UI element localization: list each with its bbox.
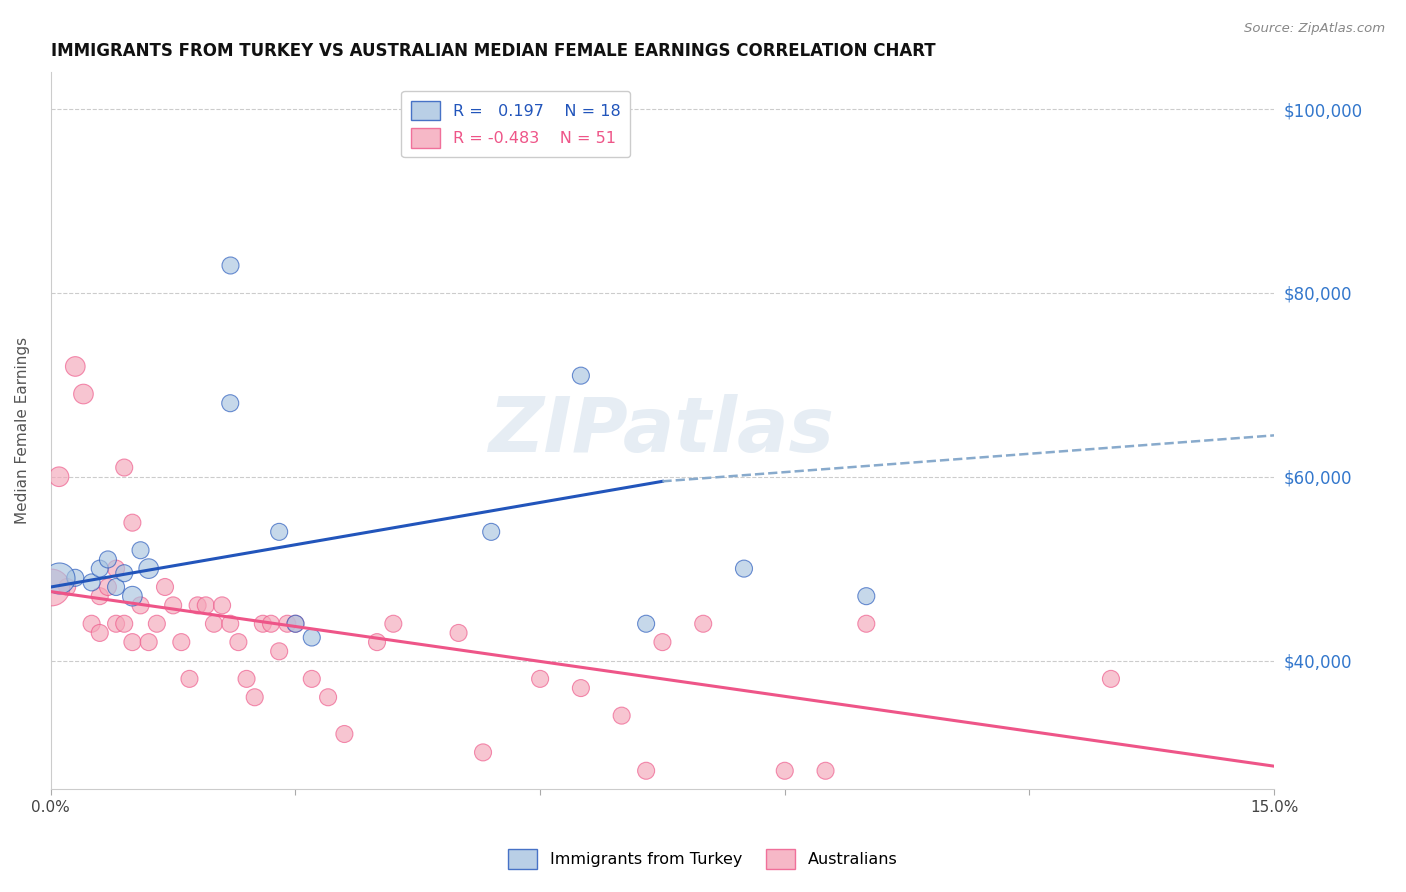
Point (121, 516, 143, 530)
Legend: Immigrants from Turkey, Australians: Immigrants from Turkey, Australians (502, 843, 904, 875)
Point (855, 616, 877, 631)
Point (284, 616, 307, 631)
Point (146, 616, 169, 631)
Point (316, 690, 339, 705)
Point (112, 616, 135, 631)
Point (80, 616, 103, 631)
Point (260, 616, 283, 631)
Point (129, 599, 152, 613)
Point (284, 616, 307, 631)
Point (569, 681, 592, 695)
Point (194, 599, 217, 613)
Point (80, 575, 103, 590)
Point (105, 580, 128, 594)
Point (252, 616, 274, 631)
Point (179, 672, 201, 686)
Point (170, 635, 193, 649)
Point (162, 599, 184, 613)
Point (219, 259, 242, 273)
Point (733, 561, 755, 575)
Point (636, 764, 658, 778)
Text: IMMIGRANTS FROM TURKEY VS AUSTRALIAN MEDIAN FEMALE EARNINGS CORRELATION CHART: IMMIGRANTS FROM TURKEY VS AUSTRALIAN MED… (51, 42, 935, 60)
Point (301, 672, 323, 686)
Point (202, 616, 225, 631)
Point (228, 635, 250, 649)
Point (529, 672, 551, 686)
Point (97, 552, 120, 566)
Point (112, 460, 135, 475)
Point (610, 708, 633, 723)
Point (636, 616, 658, 631)
Point (153, 580, 176, 594)
Point (243, 690, 266, 705)
Point (366, 635, 388, 649)
Point (269, 524, 291, 539)
Point (105, 616, 128, 631)
Point (48, 469, 70, 483)
Point (479, 524, 502, 539)
Point (211, 599, 233, 613)
Point (219, 396, 242, 410)
Point (569, 368, 592, 383)
Point (692, 616, 714, 631)
Point (121, 589, 143, 603)
Point (651, 635, 673, 649)
Point (138, 635, 160, 649)
Point (105, 561, 128, 575)
Y-axis label: Median Female Earnings: Median Female Earnings (15, 337, 30, 524)
Point (219, 616, 242, 631)
Point (56, 580, 79, 594)
Point (855, 589, 877, 603)
Point (89, 589, 111, 603)
Point (1099, 672, 1122, 686)
Point (89, 561, 111, 575)
Text: Source: ZipAtlas.com: Source: ZipAtlas.com (1244, 22, 1385, 36)
Point (72, 387, 94, 401)
Point (65, 571, 87, 585)
Legend: R =   0.197    N = 18, R = -0.483    N = 51: R = 0.197 N = 18, R = -0.483 N = 51 (402, 91, 630, 157)
Point (129, 543, 152, 558)
Point (187, 599, 209, 613)
Text: ZIPatlas: ZIPatlas (489, 393, 835, 467)
Point (235, 672, 257, 686)
Point (814, 764, 837, 778)
Point (138, 561, 160, 575)
Point (301, 631, 323, 645)
Point (333, 727, 356, 741)
Point (447, 626, 470, 640)
Point (97, 580, 120, 594)
Point (276, 616, 298, 631)
Point (39, 580, 62, 594)
Point (89, 626, 111, 640)
Point (48, 571, 70, 585)
Point (65, 359, 87, 374)
Point (472, 745, 495, 759)
Point (269, 644, 291, 658)
Point (773, 764, 796, 778)
Point (112, 566, 135, 581)
Point (382, 616, 405, 631)
Point (121, 635, 143, 649)
